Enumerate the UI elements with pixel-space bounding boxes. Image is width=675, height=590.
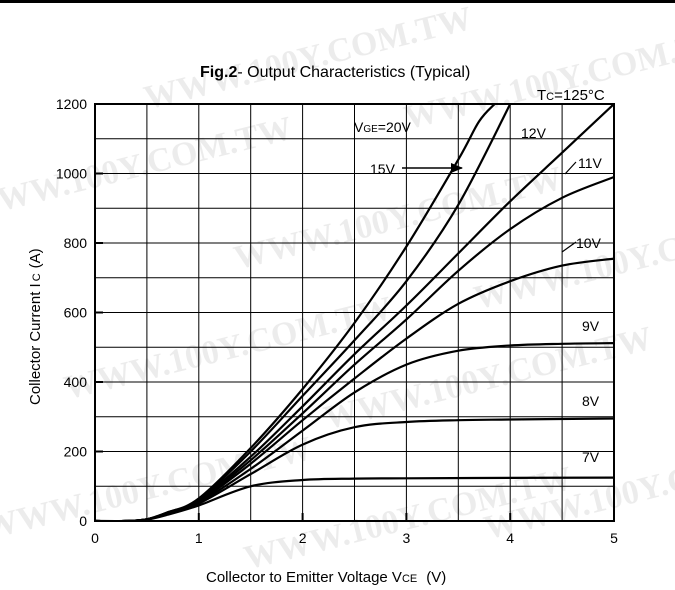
series-label-7v: 7V: [582, 449, 600, 465]
grid: [95, 104, 614, 521]
chart-title: Fig.2- Output Characteristics (Typical): [200, 64, 470, 81]
axes: 0 1 2 3 4 5 0 200 400 600 800 1000 1200: [56, 96, 618, 546]
y-tick-label: 600: [64, 305, 88, 321]
x-tick-label: 1: [195, 530, 203, 546]
leader-line-10v: [561, 241, 577, 253]
y-axis-label: Collector Current IC(A): [27, 248, 44, 405]
curves: [95, 104, 614, 521]
series-label-11v: 11V: [578, 155, 603, 171]
x-tick-label: 4: [506, 530, 514, 546]
leader-arrow-15v: [451, 163, 463, 173]
x-tick-label: 3: [403, 530, 411, 546]
top-rule: [0, 0, 675, 3]
labels: VGE=20V 15V 12V 11V 10V 9V 8V 7V: [354, 119, 603, 465]
x-tick-label: 2: [299, 530, 307, 546]
series-label-15v: 15V: [370, 161, 396, 177]
x-axis-label: Collector to Emitter Voltage VCE (V): [206, 569, 446, 586]
series-label-10v: 10V: [576, 235, 602, 251]
y-tick-label: 1000: [56, 166, 87, 182]
y-tick-label: 1200: [56, 96, 87, 112]
y-tick-label: 0: [79, 513, 87, 529]
series-label-vge-20v: VGE=20V: [354, 119, 412, 135]
temperature-annotation: TC=125°C: [537, 87, 605, 104]
x-tick-label: 5: [610, 530, 618, 546]
series-label-9v: 9V: [582, 318, 600, 334]
y-tick-label: 200: [64, 444, 88, 460]
y-tick-label: 400: [64, 374, 88, 390]
x-tick-label: 0: [91, 530, 99, 546]
y-tick-label: 800: [64, 235, 88, 251]
series-label-8v: 8V: [582, 393, 600, 409]
series-label-12v: 12V: [521, 125, 547, 141]
leader-line-11v: [564, 161, 577, 175]
